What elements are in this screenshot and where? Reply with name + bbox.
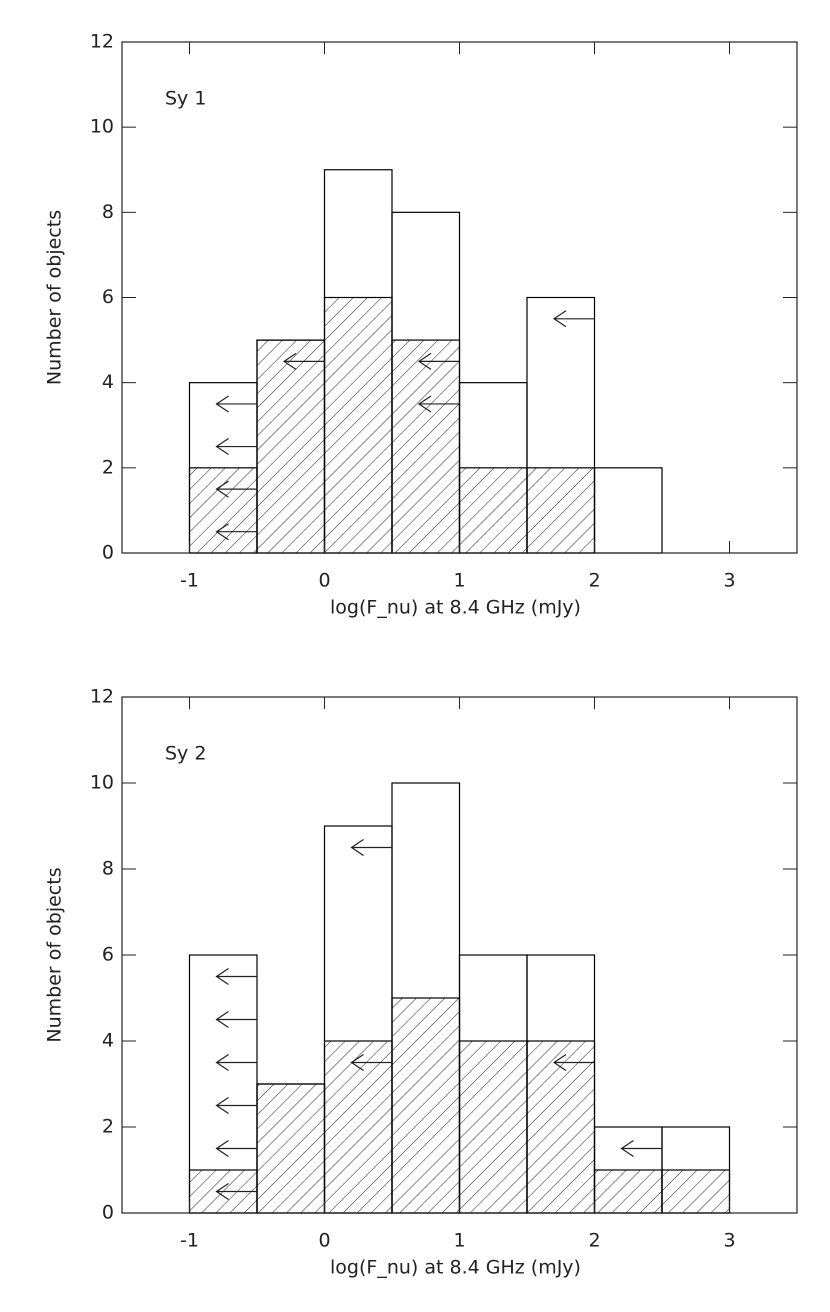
histogram-bar xyxy=(256,339,326,554)
histogram-bar xyxy=(391,997,461,1214)
y-tick-label: 6 xyxy=(102,286,114,308)
y-tick-label: 10 xyxy=(90,116,114,138)
x-axis-label: log(F_nu) at 8.4 GHz (mJy) xyxy=(330,1257,581,1279)
annotation: Sy 1 xyxy=(165,88,206,110)
upper-limit-arrow xyxy=(417,352,460,370)
x-tick-label: 0 xyxy=(318,1230,330,1252)
upper-limit-arrow xyxy=(215,1097,257,1114)
histogram-bar xyxy=(458,1040,528,1214)
upper-limit-arrow xyxy=(215,395,257,413)
x-tick-label: 2 xyxy=(588,1230,600,1252)
histogram-bar xyxy=(661,1169,731,1214)
upper-limit-arrow xyxy=(215,1140,257,1157)
histogram-bar xyxy=(323,1040,393,1214)
y-tick-label: 0 xyxy=(102,542,114,564)
y-tick-label: 2 xyxy=(102,1116,114,1138)
y-tick-label: 4 xyxy=(102,371,114,393)
y-axis-label: Number of objects xyxy=(44,867,66,1042)
histogram-bar xyxy=(526,467,596,554)
y-tick-label: 12 xyxy=(90,31,114,53)
upper-limit-arrow xyxy=(552,1054,595,1071)
x-tick-label: -1 xyxy=(180,570,199,592)
x-tick-label: 1 xyxy=(453,1230,465,1252)
y-tick-label: 0 xyxy=(102,1202,114,1224)
plot-frame xyxy=(121,41,798,554)
y-tick-label: 8 xyxy=(102,858,114,880)
upper-limit-arrow xyxy=(215,1011,257,1028)
histogram-bar xyxy=(458,467,528,554)
y-tick-label: 12 xyxy=(90,686,114,708)
x-tick-label: 1 xyxy=(453,570,465,592)
upper-limit-arrow xyxy=(350,839,392,856)
upper-limit-arrow xyxy=(215,438,257,456)
histogram-bar xyxy=(188,467,258,554)
x-tick-label: 2 xyxy=(588,570,600,592)
upper-limit-arrow xyxy=(620,1140,662,1157)
y-tick-label: 2 xyxy=(102,456,114,478)
upper-limit-arrow xyxy=(417,395,460,413)
histogram-bar xyxy=(256,1083,326,1214)
upper-limit-arrow xyxy=(215,523,257,541)
y-axis-label: Number of objects xyxy=(44,210,66,385)
histogram-bar xyxy=(526,1040,596,1214)
y-tick-label: 6 xyxy=(102,944,114,966)
histogram-bar xyxy=(593,1169,663,1214)
y-tick-label: 8 xyxy=(102,201,114,223)
plot-frame xyxy=(121,696,798,1214)
histogram-bar xyxy=(391,339,461,554)
upper-limit-arrow xyxy=(282,352,325,370)
upper-limit-arrow xyxy=(350,1054,392,1071)
x-tick-label: 0 xyxy=(318,570,330,592)
histogram-bar xyxy=(593,467,663,554)
histogram-bar xyxy=(323,296,393,554)
upper-limit-arrow xyxy=(215,1183,257,1200)
x-tick-label: 3 xyxy=(723,570,735,592)
upper-limit-arrow xyxy=(215,480,257,498)
y-tick-label: 4 xyxy=(102,1030,114,1052)
upper-limit-arrow xyxy=(215,968,257,985)
annotation: Sy 2 xyxy=(165,743,206,765)
upper-limit-arrow xyxy=(215,1054,257,1071)
x-axis-label: log(F_nu) at 8.4 GHz (mJy) xyxy=(330,597,581,619)
x-tick-label: -1 xyxy=(180,1230,199,1252)
x-tick-label: 3 xyxy=(723,1230,735,1252)
y-tick-label: 10 xyxy=(90,772,114,794)
upper-limit-arrow xyxy=(552,310,595,328)
